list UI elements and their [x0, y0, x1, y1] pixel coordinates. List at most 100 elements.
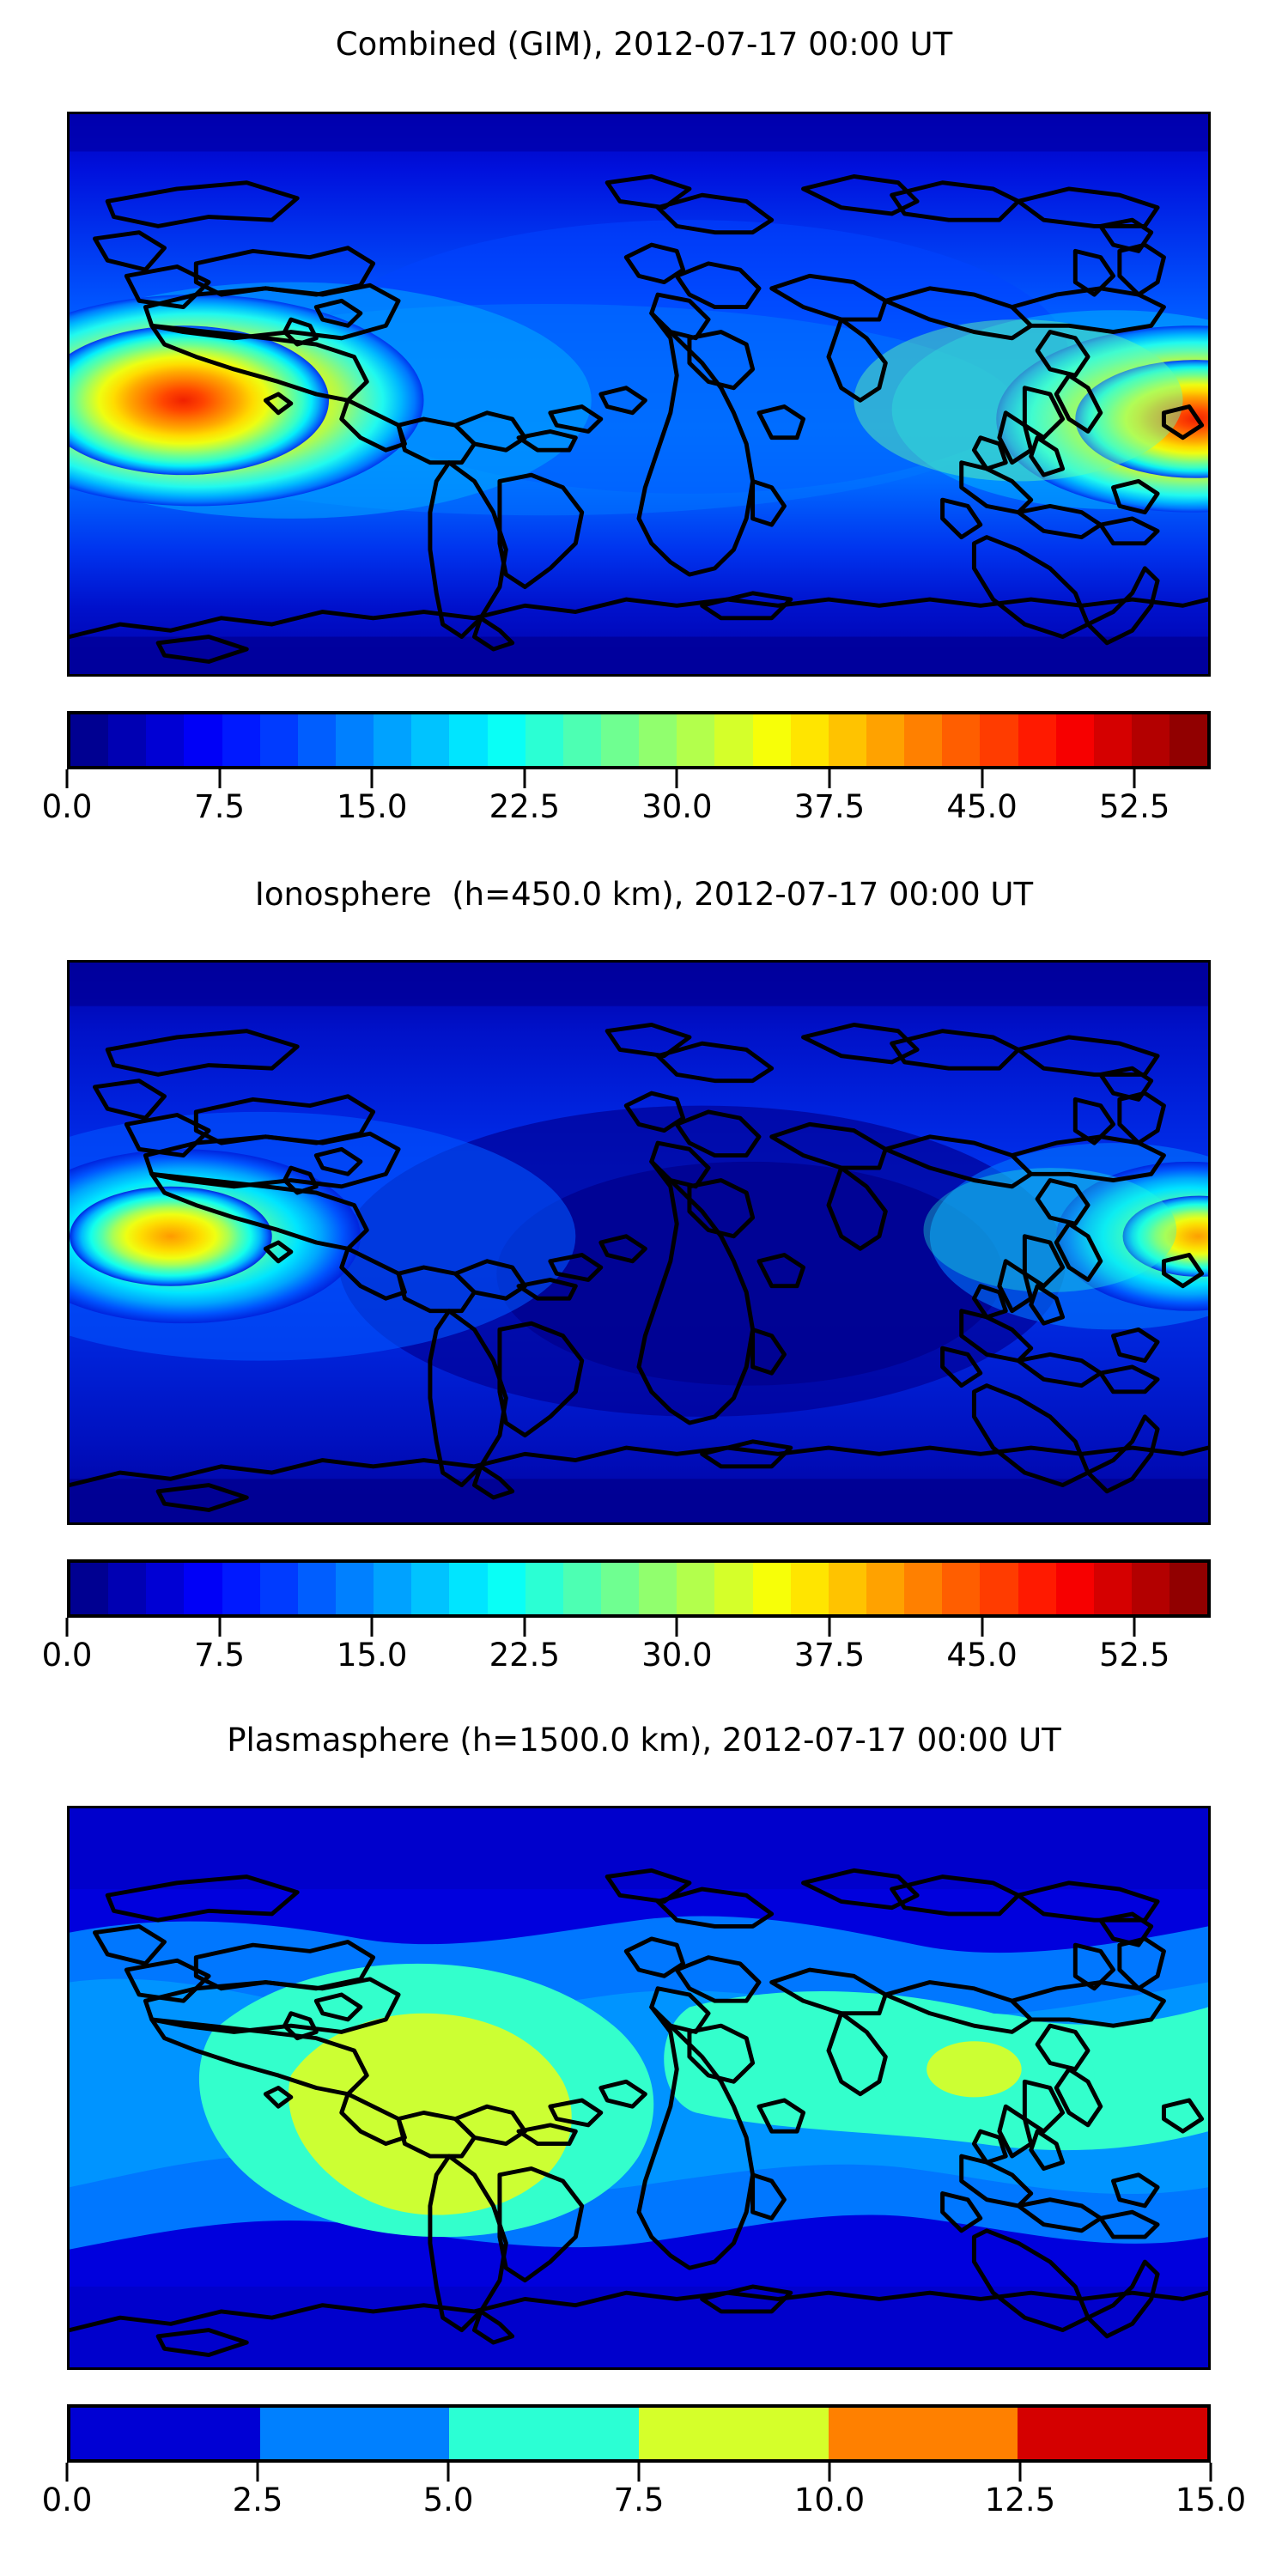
colorbar-tick-label: 0.0: [41, 788, 93, 825]
colorbar-tick: [218, 1618, 222, 1637]
map-svg-combined: [70, 114, 1208, 674]
colorbar-segment: [942, 714, 981, 766]
colorbar-segment: [790, 1563, 829, 1614]
colorbar-tick-label: 15.0: [336, 1637, 408, 1674]
colorbar-tick: [65, 1618, 69, 1637]
map-ionosphere: [67, 960, 1211, 1525]
colorbar-tick: [981, 769, 984, 788]
colorbar-segment: [525, 1563, 563, 1614]
colorbar-tick: [1133, 769, 1136, 788]
colorbar-tick: [256, 2463, 259, 2482]
colorbar-tick-label: 12.5: [984, 2482, 1056, 2518]
colorbar-tick-label: 52.5: [1098, 1637, 1170, 1674]
colorbar-segment: [449, 714, 488, 766]
colorbar-segment: [562, 1563, 601, 1614]
panel-title-plasmasphere: Plasmasphere (h=1500.0 km), 2012-07-17 0…: [227, 1722, 1061, 1759]
colorbar-segment: [714, 714, 753, 766]
colorbar-segment: [904, 1563, 943, 1614]
colorbar-tick-label: 7.5: [194, 1637, 246, 1674]
colorbar-segment: [525, 714, 563, 766]
colorbar-segment: [790, 714, 829, 766]
colorbar-tick: [218, 769, 222, 788]
colorbar-segment: [1093, 1563, 1132, 1614]
panel-title-ionosphere: Ionosphere (h=450.0 km), 2012-07-17 00:0…: [254, 876, 1034, 913]
colorbar-segment: [184, 1563, 222, 1614]
colorbar-segment: [1055, 714, 1094, 766]
colorbar-tick-label: 22.5: [489, 1637, 560, 1674]
colorbar-segment: [1055, 1563, 1094, 1614]
colorbar-tick: [828, 769, 831, 788]
colorbar-tick-label: 30.0: [641, 788, 713, 825]
colorbar-segment: [222, 1563, 260, 1614]
colorbar-wrap-ionosphere: 0.0 7.5 15.0 22.5 30.0 37.5 45.0 52.5: [42, 1559, 1211, 1678]
colorbar-plasmasphere: [67, 2404, 1211, 2463]
colorbar-tick: [981, 1618, 984, 1637]
colorbar-segment: [639, 2408, 829, 2459]
colorbar-tick: [370, 769, 374, 788]
colorbar-tick: [1209, 2463, 1212, 2482]
colorbar-labels-plasmasphere: 0.0 2.5 5.0 7.5 10.0 12.5 15.0: [42, 2482, 1247, 2523]
colorbar-segment: [828, 714, 866, 766]
colorbar-segment: [1093, 714, 1132, 766]
colorbar-segment: [70, 714, 109, 766]
colorbar-segment: [108, 1563, 147, 1614]
colorbar-segment: [335, 1563, 374, 1614]
colorbar-segment: [411, 1563, 450, 1614]
colorbar-segment: [449, 1563, 488, 1614]
colorbar-segment: [828, 1563, 866, 1614]
colorbar-segment: [600, 1563, 640, 1614]
colorbar-segment: [980, 1563, 1018, 1614]
colorbar-tick: [523, 1618, 526, 1637]
colorbar-segment: [146, 1563, 185, 1614]
colorbar-segment: [866, 714, 905, 766]
colorbar-segment: [639, 1563, 677, 1614]
colorbar-segment: [184, 714, 222, 766]
map-svg-plasmasphere: [70, 1808, 1208, 2367]
colorbar-segment: [828, 2408, 1018, 2459]
colorbar-tick-label: 30.0: [641, 1637, 713, 1674]
colorbar-segment: [297, 1563, 336, 1614]
colorbar-tick: [1133, 1618, 1136, 1637]
colorbar-labels-combined: 0.0 7.5 15.0 22.5 30.0 37.5 45.0 52.5: [42, 788, 1211, 829]
colorbar-segment: [866, 1563, 905, 1614]
colorbar-tick-label: 2.5: [232, 2482, 283, 2518]
colorbar-tick-label: 0.0: [41, 2482, 93, 2518]
colorbar-tick-label: 37.5: [793, 788, 866, 825]
colorbar-segment: [1018, 1563, 1056, 1614]
colorbar-segment: [146, 714, 185, 766]
colorbar-tick-label: 37.5: [793, 1637, 866, 1674]
colorbar-segment: [70, 1563, 109, 1614]
colorbar-ticks-ionosphere: [65, 1618, 1211, 1637]
colorbar-tick-label: 15.0: [336, 788, 408, 825]
colorbar-tick: [370, 1618, 374, 1637]
colorbar-segment: [259, 1563, 298, 1614]
panel-title-combined: Combined (GIM), 2012-07-17 00:00 UT: [335, 26, 953, 63]
colorbar-segment: [411, 714, 450, 766]
colorbar-tick: [828, 1618, 831, 1637]
colorbar-segment: [1018, 714, 1056, 766]
colorbar-segment: [1131, 1563, 1170, 1614]
colorbar-segment: [108, 714, 147, 766]
colorbar-tick: [65, 769, 69, 788]
colorbar-segment: [259, 2408, 450, 2459]
colorbar-segment: [487, 1563, 526, 1614]
colorbar-segment: [1018, 2408, 1208, 2459]
colorbar-segment: [374, 1563, 412, 1614]
colorbar-segment: [1131, 714, 1170, 766]
colorbar-tick-label: 10.0: [793, 2482, 866, 2518]
panel-combined-gim: Combined (GIM), 2012-07-17 00:00 UT: [0, 0, 1288, 859]
colorbar-tick: [65, 2463, 69, 2482]
colorbar-tick-label: 7.5: [613, 2482, 665, 2518]
colorbar-segment: [222, 714, 260, 766]
colorbar-segment: [752, 714, 791, 766]
colorbar-tick-label: 52.5: [1098, 788, 1170, 825]
colorbar-segment: [1170, 714, 1208, 766]
colorbar-tick: [523, 769, 526, 788]
colorbar-ticks-combined: [65, 769, 1211, 788]
map-plasmasphere: [67, 1806, 1211, 2370]
colorbar-wrap-plasmasphere: 0.0 2.5 5.0 7.5 10.0 12.5 15.0: [42, 2404, 1247, 2523]
colorbar-tick: [828, 2463, 831, 2482]
colorbar-segment: [335, 714, 374, 766]
colorbar-segment: [942, 1563, 981, 1614]
